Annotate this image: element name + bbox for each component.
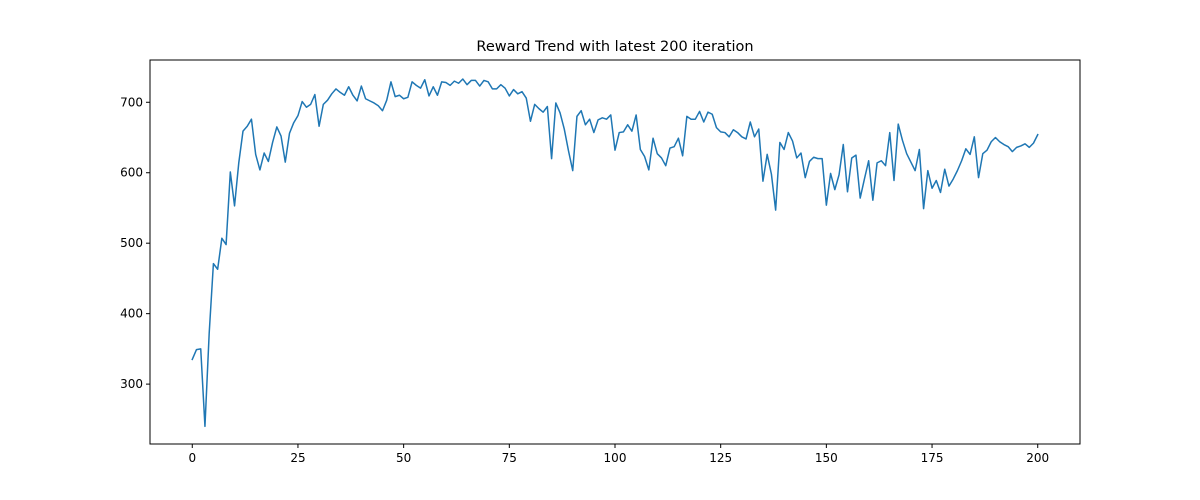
x-tick-label: 50 <box>396 451 411 465</box>
y-tick-label: 300 <box>120 377 143 391</box>
x-tick-label: 100 <box>604 451 627 465</box>
x-tick-label: 125 <box>709 451 732 465</box>
y-tick-label: 700 <box>120 95 143 109</box>
series-layer <box>191 78 1039 428</box>
x-axis: 0 25 50 75 100 125 150 175 200 <box>188 444 1049 465</box>
x-tick-label: 200 <box>1026 451 1049 465</box>
series-line-0 <box>191 78 1039 428</box>
y-tick-label: 400 <box>120 307 143 321</box>
x-tick-label: 0 <box>188 451 196 465</box>
y-tick-label: 600 <box>120 166 143 180</box>
x-tick-label: 175 <box>921 451 944 465</box>
y-tick-label: 500 <box>120 236 143 250</box>
y-axis: 300 400 500 600 700 <box>120 95 150 391</box>
x-tick-label: 150 <box>815 451 838 465</box>
x-tick-label: 75 <box>502 451 517 465</box>
chart-title: Reward Trend with latest 200 iteration <box>476 39 753 55</box>
x-tick-label: 25 <box>290 451 305 465</box>
